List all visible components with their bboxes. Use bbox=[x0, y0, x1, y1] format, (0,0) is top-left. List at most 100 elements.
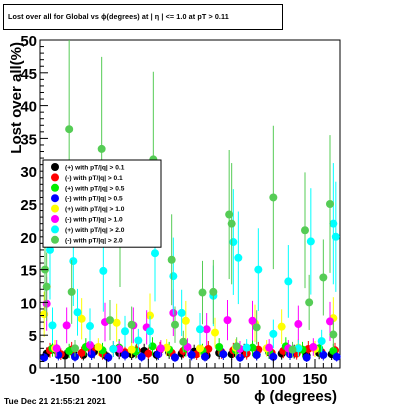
data-point bbox=[284, 277, 293, 286]
data-point bbox=[319, 273, 328, 282]
y-tick-label: 40 bbox=[20, 99, 37, 116]
data-point bbox=[202, 325, 211, 334]
timestamp: Tue Dec 21 21:55:21 2021 bbox=[4, 396, 106, 406]
legend-marker bbox=[51, 163, 59, 171]
y-axis-label: Lost over all(%) bbox=[8, 42, 25, 154]
data-point bbox=[177, 308, 186, 317]
data-point bbox=[215, 343, 224, 352]
y-tick-label: 35 bbox=[20, 131, 37, 148]
data-point bbox=[106, 316, 114, 325]
y-tick-label: 5 bbox=[29, 328, 37, 345]
data-point bbox=[232, 342, 241, 351]
legend-marker bbox=[51, 215, 59, 223]
data-point bbox=[156, 344, 165, 353]
data-point bbox=[127, 345, 136, 354]
data-point bbox=[294, 320, 303, 329]
data-point bbox=[306, 237, 315, 246]
data-point bbox=[169, 272, 178, 281]
data-point bbox=[46, 245, 54, 254]
data-point bbox=[73, 308, 82, 317]
data-point bbox=[326, 317, 334, 326]
legend-label: (-) with pT/|q| > 1.0 bbox=[65, 217, 123, 224]
y-tick-label: 45 bbox=[20, 66, 37, 83]
legend-marker bbox=[51, 204, 59, 213]
x-tick-label: -150 bbox=[50, 371, 80, 388]
data-point bbox=[234, 253, 243, 262]
data-point bbox=[71, 352, 79, 361]
data-point bbox=[198, 288, 207, 297]
data-point bbox=[265, 343, 274, 352]
x-tick-label: 0 bbox=[186, 371, 194, 388]
data-point bbox=[67, 287, 76, 296]
data-point bbox=[229, 238, 238, 247]
x-axis-label: ϕ (degrees) bbox=[254, 388, 337, 405]
x-tick-label: 50 bbox=[223, 371, 240, 388]
data-point bbox=[269, 329, 278, 338]
data-point bbox=[97, 144, 106, 153]
data-point bbox=[236, 353, 244, 362]
data-point bbox=[52, 344, 61, 353]
data-point bbox=[211, 328, 219, 337]
chart-title: Lost over all for Global vs ϕ(degrees) a… bbox=[8, 12, 229, 21]
data-point bbox=[167, 255, 176, 264]
data-point bbox=[269, 193, 278, 202]
data-point bbox=[86, 322, 94, 331]
data-point bbox=[137, 352, 146, 361]
data-point bbox=[252, 323, 261, 332]
data-point bbox=[144, 349, 153, 358]
data-point bbox=[309, 343, 318, 352]
data-point bbox=[196, 325, 204, 334]
data-point bbox=[146, 327, 154, 336]
data-point bbox=[48, 321, 57, 330]
y-tick-label: 20 bbox=[20, 230, 37, 247]
data-point bbox=[146, 311, 154, 320]
data-point bbox=[209, 287, 218, 296]
data-point bbox=[86, 341, 94, 350]
y-tick-label: 25 bbox=[20, 197, 37, 214]
y-tick-label: 50 bbox=[20, 33, 37, 50]
data-point bbox=[127, 320, 136, 329]
data-point bbox=[77, 314, 86, 323]
legend-label: (-) with pT/|q| > 0.5 bbox=[65, 196, 123, 203]
data-point bbox=[179, 337, 188, 346]
data-point bbox=[277, 322, 286, 331]
data-point bbox=[252, 350, 261, 359]
y-tick-label: 15 bbox=[20, 263, 37, 280]
data-point bbox=[62, 321, 71, 330]
data-point bbox=[121, 327, 129, 336]
x-tick-label: 150 bbox=[302, 371, 327, 388]
data-point bbox=[288, 345, 297, 354]
y-tick-label: 30 bbox=[20, 164, 37, 181]
y-tick-label: 10 bbox=[20, 295, 37, 312]
legend-marker bbox=[51, 173, 59, 182]
data-point bbox=[248, 343, 257, 352]
data-point bbox=[77, 348, 86, 357]
chart-title-box: Lost over all for Global vs ϕ(degrees) a… bbox=[3, 4, 283, 30]
data-point bbox=[317, 337, 326, 346]
legend-marker bbox=[51, 225, 59, 234]
data-point bbox=[223, 316, 232, 325]
data-point bbox=[254, 265, 263, 274]
data-point bbox=[326, 200, 334, 208]
data-point bbox=[319, 350, 328, 359]
data-point bbox=[162, 343, 171, 352]
data-point bbox=[40, 353, 49, 362]
legend-marker bbox=[51, 183, 59, 192]
data-point bbox=[99, 266, 108, 275]
legend-label: (+) with pT/|q| > 0.5 bbox=[65, 185, 125, 192]
data-point bbox=[219, 350, 228, 359]
legend-box bbox=[42, 159, 162, 248]
data-point bbox=[109, 344, 118, 353]
data-point bbox=[71, 344, 79, 353]
data-point bbox=[227, 219, 236, 228]
data-point bbox=[115, 344, 124, 353]
x-tick-label: -100 bbox=[92, 371, 122, 388]
data-point bbox=[65, 125, 74, 134]
data-point bbox=[69, 257, 78, 266]
data-point bbox=[187, 350, 196, 359]
data-point bbox=[94, 343, 103, 352]
data-point bbox=[248, 316, 257, 325]
data-point bbox=[301, 226, 309, 235]
y-tick-label: 0 bbox=[29, 361, 37, 378]
